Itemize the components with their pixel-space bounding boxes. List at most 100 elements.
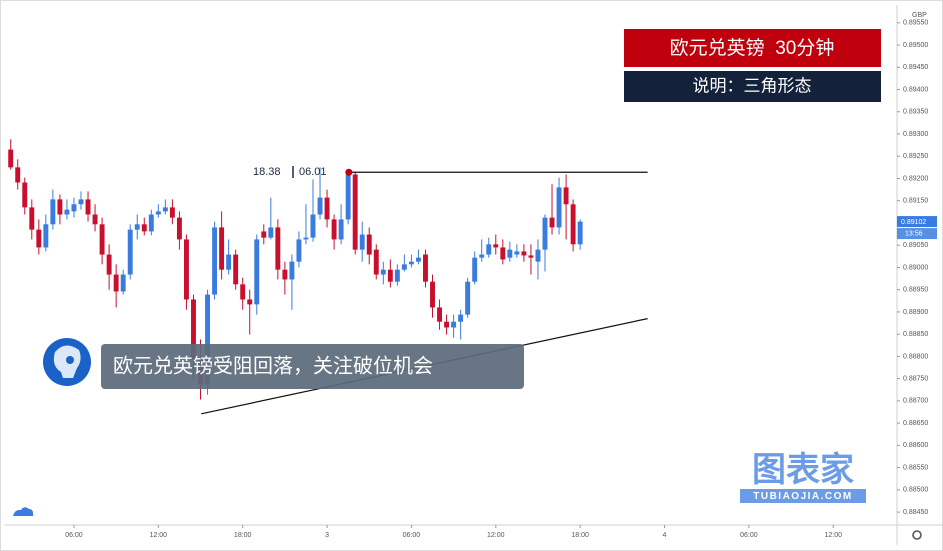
x-tick-label: 18:00 bbox=[234, 532, 252, 539]
last-time-label: 13:56 bbox=[905, 230, 923, 237]
candle-body bbox=[430, 281, 435, 308]
candle-body bbox=[226, 254, 232, 270]
y-tick-label: 0.88450 bbox=[903, 509, 928, 516]
candle-body bbox=[205, 294, 211, 385]
candle-body bbox=[500, 247, 506, 260]
subtitle-box bbox=[624, 71, 881, 102]
candle-body bbox=[542, 217, 548, 250]
candle-body bbox=[148, 214, 154, 232]
watermark: 图表家 TUBIAOJIA.COM bbox=[740, 451, 866, 503]
candle-body bbox=[29, 207, 35, 230]
candle-body bbox=[106, 254, 112, 275]
candle-body bbox=[310, 214, 316, 238]
candle-body bbox=[141, 224, 147, 232]
candle-body bbox=[535, 249, 541, 262]
title-boxes: 欧元兑英镑 30分钟 说明：三角形态 bbox=[624, 29, 881, 102]
y-tick-label: 0.89550 bbox=[903, 20, 928, 27]
candle-body bbox=[155, 211, 161, 215]
x-tick-label: 12:00 bbox=[824, 532, 842, 539]
candle-body bbox=[380, 269, 386, 275]
candle-body bbox=[219, 227, 225, 270]
candle-body bbox=[240, 284, 246, 300]
measure-label: 18.38 bbox=[253, 166, 281, 178]
candle-body bbox=[296, 239, 302, 262]
candle-body bbox=[338, 219, 344, 240]
x-tick-label: 12:00 bbox=[150, 532, 168, 539]
candle-body bbox=[212, 227, 218, 295]
y-tick-label: 0.88500 bbox=[903, 487, 928, 494]
candle-body bbox=[401, 264, 407, 270]
candle-body bbox=[233, 254, 239, 285]
x-tick-label: 06:00 bbox=[740, 532, 758, 539]
y-tick-label: 0.89150 bbox=[903, 198, 928, 205]
candle-body bbox=[162, 207, 168, 212]
candle-body bbox=[78, 199, 84, 205]
candle-body bbox=[415, 257, 421, 262]
y-tick-label: 0.89500 bbox=[903, 42, 928, 49]
y-tick-label: 0.89250 bbox=[903, 153, 928, 160]
candle-body bbox=[437, 307, 443, 322]
candle-body bbox=[359, 234, 365, 250]
candle-body bbox=[303, 237, 309, 240]
annotation-text: 欧元兑英镑受阻回落，关注破位机会 bbox=[113, 354, 433, 377]
logo bbox=[13, 507, 34, 516]
candle-body bbox=[373, 249, 379, 275]
x-tick-label: 06:00 bbox=[403, 532, 421, 539]
y-tick-label: 0.88550 bbox=[903, 464, 928, 471]
candle-body bbox=[507, 249, 513, 258]
candle-body bbox=[479, 254, 485, 258]
candle-body bbox=[85, 199, 91, 215]
y-tick-label: 0.88650 bbox=[903, 420, 928, 427]
candle-body bbox=[71, 204, 77, 212]
candle-body bbox=[577, 221, 583, 245]
candle-body bbox=[191, 299, 196, 360]
annotation-bubble: 欧元兑英镑受阻回落，关注破位机会 bbox=[43, 338, 524, 389]
candle-body bbox=[247, 299, 253, 305]
candle-body bbox=[15, 167, 21, 183]
candle-body bbox=[394, 269, 400, 282]
trend-anchor bbox=[345, 168, 353, 176]
candle-body bbox=[366, 234, 372, 255]
candle-body bbox=[423, 254, 428, 282]
y-tick-label: 0.89350 bbox=[903, 109, 928, 116]
candle-body bbox=[268, 227, 274, 238]
watermark-text: 图表家 bbox=[752, 451, 854, 489]
y-tick-label: 0.88600 bbox=[903, 442, 928, 449]
candle-body bbox=[127, 229, 133, 275]
candle-body bbox=[43, 224, 49, 248]
candle-body bbox=[99, 224, 105, 255]
candle-body bbox=[176, 217, 182, 240]
candle-body bbox=[458, 314, 464, 322]
settings-icon[interactable] bbox=[912, 530, 922, 540]
candle-body bbox=[22, 182, 28, 208]
candle-body bbox=[254, 239, 260, 305]
candle-body bbox=[570, 204, 576, 245]
x-tick-label: 4 bbox=[663, 532, 667, 539]
candle-body bbox=[134, 224, 140, 230]
last-time-tag bbox=[897, 228, 937, 240]
x-tick-label: 12:00 bbox=[487, 532, 505, 539]
candle-body bbox=[486, 244, 492, 255]
y-tick-label: 0.89050 bbox=[903, 242, 928, 249]
annotation-box bbox=[101, 344, 524, 389]
candle-body bbox=[92, 214, 98, 225]
y-tick-label: 0.89300 bbox=[903, 131, 928, 138]
title: 欧元兑英镑 30分钟 bbox=[670, 37, 835, 59]
candle-body bbox=[493, 244, 499, 248]
candle-body bbox=[8, 149, 14, 168]
candle-body bbox=[556, 187, 562, 228]
candle-body bbox=[408, 261, 414, 265]
candle-body bbox=[528, 255, 534, 258]
candle-body bbox=[169, 207, 175, 218]
currency: GBP bbox=[912, 12, 927, 19]
candle-body bbox=[282, 269, 288, 280]
measure-label: 06.01 bbox=[299, 166, 327, 178]
watermark-band bbox=[740, 489, 866, 503]
candle-body bbox=[183, 239, 189, 300]
candle-body bbox=[120, 274, 126, 292]
last-price-tag bbox=[897, 216, 937, 228]
y-tick-label: 0.88850 bbox=[903, 331, 928, 338]
y-tick-label: 0.88750 bbox=[903, 375, 928, 382]
avatar-eye bbox=[66, 356, 74, 364]
